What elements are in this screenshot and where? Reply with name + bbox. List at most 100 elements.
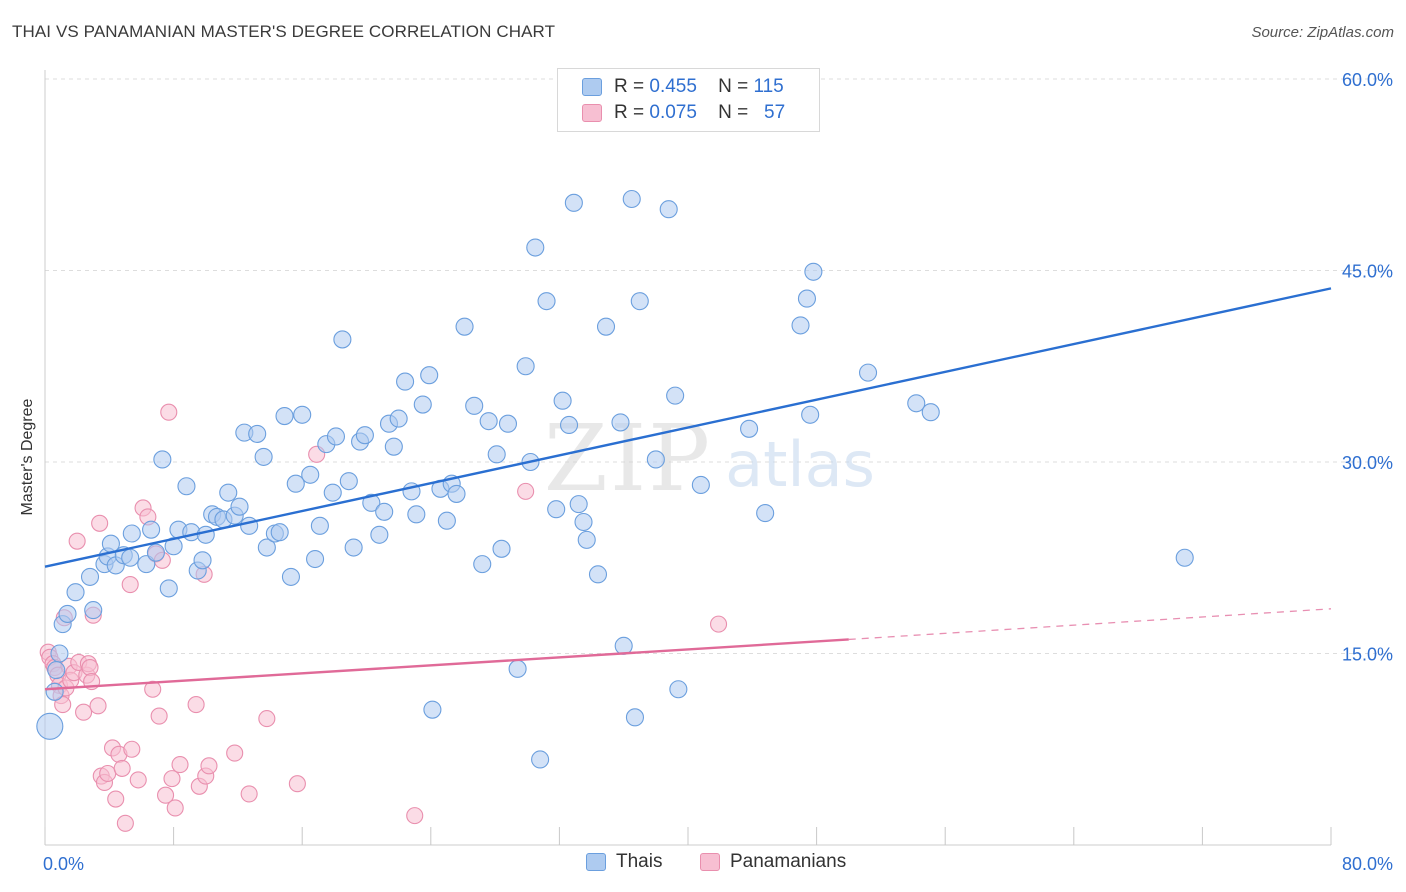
panamanians-point xyxy=(107,790,125,808)
thais-point xyxy=(659,200,678,219)
legend-n-label: N = xyxy=(718,76,749,97)
thais-point xyxy=(797,289,817,308)
thais-point xyxy=(362,493,381,512)
thais-point xyxy=(492,539,511,558)
thais-swatch xyxy=(586,853,606,871)
legend-n-value: 57 xyxy=(764,102,786,123)
thais-point xyxy=(498,414,518,433)
panamanians-point xyxy=(406,807,424,825)
thais-point xyxy=(193,551,212,570)
thais-point xyxy=(614,636,633,655)
thais-point xyxy=(323,483,342,502)
thais-point xyxy=(333,330,352,349)
panamanians-point xyxy=(226,744,244,762)
panamanians-point xyxy=(129,771,147,789)
chart-source: Source: ZipAtlas.com xyxy=(1251,24,1394,41)
thais-point xyxy=(666,386,685,405)
thais-point xyxy=(270,523,289,542)
thais-point xyxy=(553,391,572,410)
panamanians-point xyxy=(258,710,276,728)
thais-point xyxy=(80,567,100,586)
thais-point xyxy=(559,415,579,435)
panamanians-point xyxy=(288,775,306,793)
panamanians-point xyxy=(150,707,168,725)
thais-point xyxy=(122,524,141,543)
thais-point xyxy=(370,525,389,544)
thais-point xyxy=(344,538,363,557)
thais-point xyxy=(196,525,215,544)
thais-point xyxy=(858,363,878,382)
thais-swatch xyxy=(582,78,602,96)
thais-point xyxy=(569,495,588,514)
thais-point xyxy=(355,426,374,445)
thais-point xyxy=(384,437,403,456)
thais-point xyxy=(801,405,820,424)
y-tick-label: 45.0% xyxy=(1342,262,1393,282)
panamanians-point xyxy=(68,532,86,550)
thais-point xyxy=(691,475,710,495)
thais-point xyxy=(248,424,267,443)
thais-point xyxy=(413,395,432,414)
thais-point xyxy=(310,516,329,535)
x-tick-label: 80.0% xyxy=(1342,854,1393,874)
bottom-legend-label: Panamanians xyxy=(730,851,847,872)
thais-point xyxy=(230,497,249,516)
thais-point xyxy=(36,712,64,740)
thais-point xyxy=(625,708,645,727)
thais-point xyxy=(646,450,665,469)
thais-point xyxy=(339,472,358,491)
thais-point xyxy=(159,579,178,598)
y-axis-label: Master's Degree xyxy=(19,398,36,516)
panamanians-swatch xyxy=(582,104,602,122)
legend-row-panamanians: R = 0.075 N = 57 xyxy=(582,100,785,126)
thais-point xyxy=(921,403,940,422)
thais-point xyxy=(547,500,566,519)
thais-point xyxy=(630,292,649,311)
thais-point xyxy=(84,601,103,620)
thais-point xyxy=(455,317,474,336)
panamanians-trend-line xyxy=(44,638,849,691)
thais-point xyxy=(301,465,320,484)
thais-point xyxy=(437,511,456,530)
thais-point xyxy=(281,567,300,586)
grid-layer xyxy=(45,78,1392,654)
legend-r-value: 0.455 xyxy=(649,76,697,97)
thais-point xyxy=(306,549,325,569)
thais-point xyxy=(420,366,439,385)
bottom-legend-thais: Thais xyxy=(586,851,662,873)
legend-n-label: N = xyxy=(718,102,749,123)
panamanians-point xyxy=(99,764,117,783)
thais-point xyxy=(1175,548,1194,567)
panamanians-point xyxy=(54,696,72,714)
thais-point xyxy=(50,644,69,663)
legend-row-thais: R = 0.455 N = 115 xyxy=(582,74,784,100)
thais-point xyxy=(423,700,442,719)
thais-point xyxy=(804,262,823,281)
thais-point xyxy=(58,604,77,623)
thais-point xyxy=(537,292,556,311)
thais-point xyxy=(121,548,140,567)
thais-point xyxy=(240,516,259,535)
panamanians-swatch xyxy=(700,853,720,871)
thais-points xyxy=(36,189,1194,769)
legend-r-label: R = xyxy=(614,102,645,123)
thais-point xyxy=(142,520,161,539)
thais-point xyxy=(564,193,583,212)
thais-point xyxy=(531,750,550,769)
thais-point xyxy=(740,419,759,438)
thais-point xyxy=(219,483,238,502)
legend-n-value: 115 xyxy=(753,76,784,97)
panamanians-point xyxy=(91,514,109,532)
panamanians-point xyxy=(709,615,728,633)
thais-point xyxy=(293,405,312,424)
y-tick-label: 15.0% xyxy=(1342,645,1393,665)
panamanians-point xyxy=(75,703,93,721)
panamanians-point xyxy=(157,786,175,804)
panamanians-point xyxy=(160,403,178,421)
panamanians-point xyxy=(200,757,218,775)
thais-point xyxy=(588,565,608,584)
thais-point xyxy=(577,530,596,549)
chart-title: THAI VS PANAMANIAN MASTER'S DEGREE CORRE… xyxy=(12,22,556,41)
panamanians-point xyxy=(187,696,205,714)
